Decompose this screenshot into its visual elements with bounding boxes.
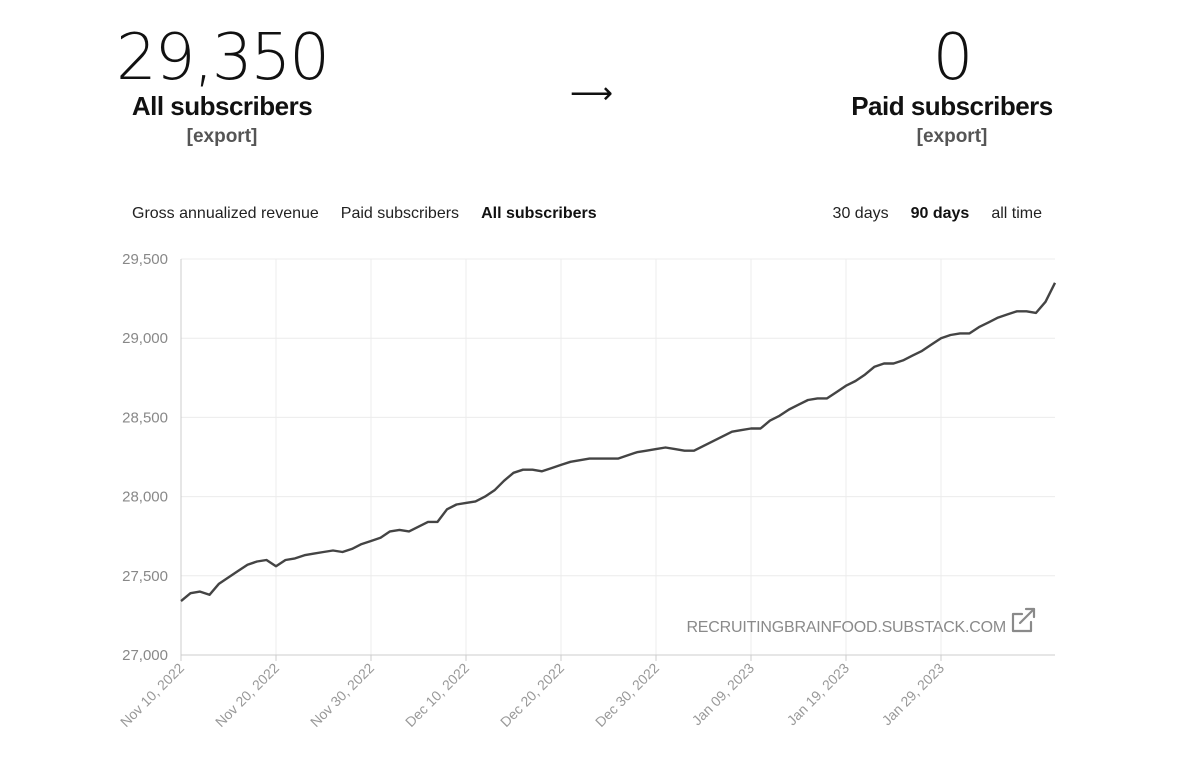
all-subscribers-stat: 29,350 All subscribers [export] (112, 22, 332, 148)
tab-paid-subscribers[interactable]: Paid subscribers (340, 205, 460, 222)
x-tick-label: Jan 09, 2023 (689, 660, 758, 729)
subscribers-series-line (180, 282, 1057, 603)
x-tick-label: Nov 20, 2022 (212, 660, 282, 730)
x-tick-label: Nov 30, 2022 (307, 660, 377, 730)
x-tick-label: Dec 30, 2022 (592, 660, 662, 730)
arrow-right-icon: ⟶ (570, 76, 614, 111)
metric-tabs: Gross annualized revenue Paid subscribers… (132, 205, 619, 223)
range-all-time[interactable]: all time (991, 205, 1042, 222)
y-tick-label: 27,500 (122, 568, 168, 585)
y-tick-label: 29,000 (122, 330, 168, 347)
all-subscribers-count: 29,350 (116, 21, 330, 95)
paid-subscribers-count: 0 (932, 21, 974, 95)
external-link-icon[interactable] (1011, 607, 1036, 633)
range-90-days[interactable]: 90 days (910, 205, 970, 222)
export-paid-subscribers-link[interactable]: [export] (916, 126, 988, 147)
x-tick-label: Nov 10, 2022 (117, 660, 187, 730)
y-tick-label: 28,000 (122, 489, 168, 506)
all-subscribers-label: All subscribers (131, 91, 313, 121)
x-tick-label: Jan 29, 2023 (879, 660, 948, 729)
x-tick-label: Jan 19, 2023 (784, 660, 853, 729)
export-all-subscribers-link[interactable]: [export] (186, 126, 258, 147)
paid-subscribers-label: Paid subscribers (851, 91, 1053, 121)
y-tick-label: 27,000 (122, 647, 168, 664)
tab-gross-annualized-revenue[interactable]: Gross annualized revenue (132, 205, 319, 222)
time-range-selector: 30 days 90 days all time (811, 205, 1042, 223)
paid-subscribers-stat: 0 Paid subscribers [export] (842, 22, 1062, 148)
x-tick-label: Dec 20, 2022 (497, 660, 567, 730)
y-tick-label: 28,500 (122, 409, 168, 426)
x-tick-label: Dec 10, 2022 (402, 660, 472, 730)
range-30-days[interactable]: 30 days (832, 205, 889, 222)
substack-watermark: RECRUITINGBRAINFOOD.SUBSTACK.COM (686, 619, 1006, 636)
tab-all-subscribers[interactable]: All subscribers (481, 205, 597, 222)
y-tick-label: 29,500 (122, 251, 168, 268)
